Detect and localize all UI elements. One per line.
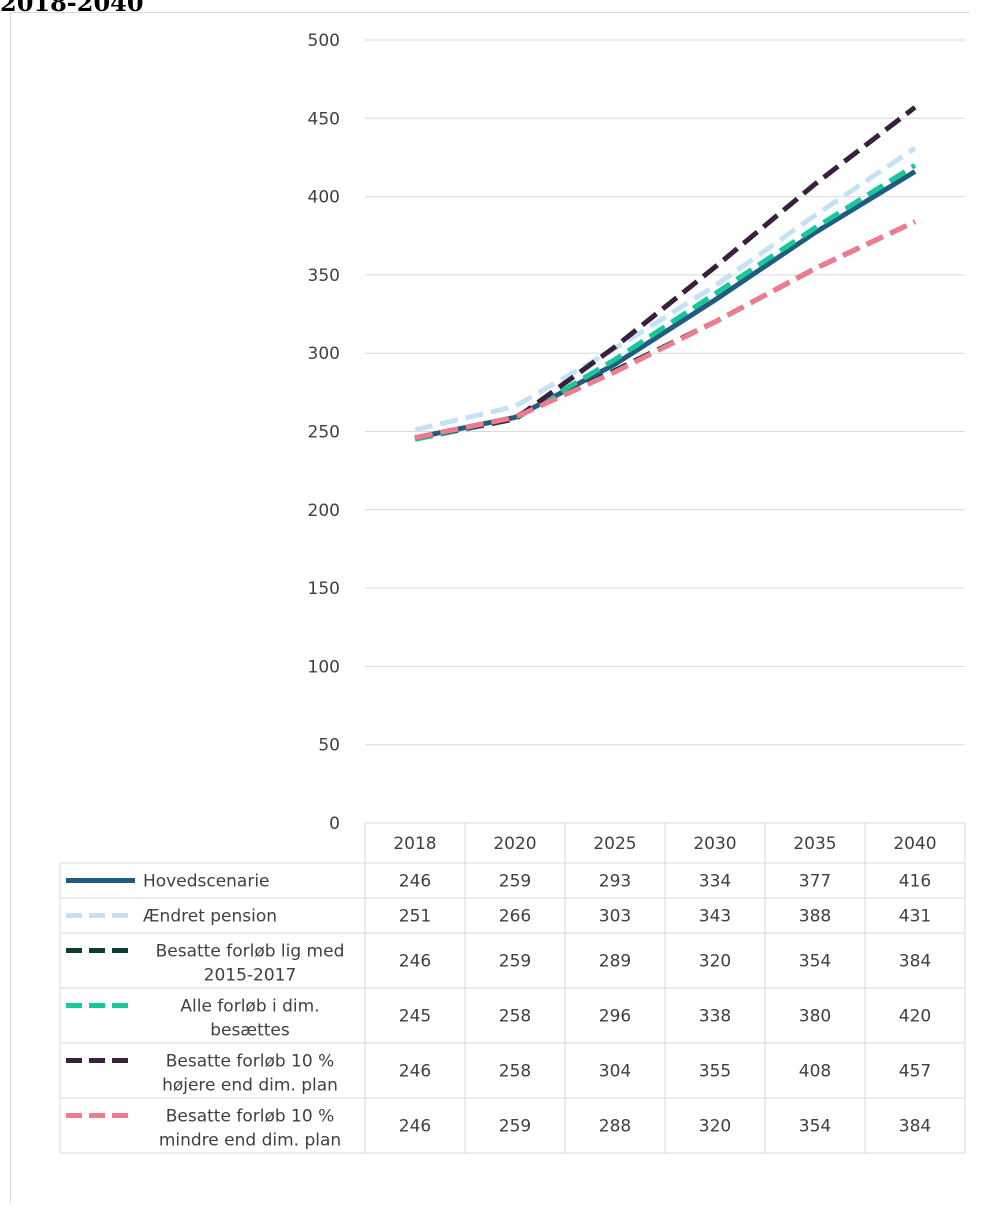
table-header-cell: 2035 bbox=[793, 834, 836, 854]
table-value-cell: 304 bbox=[599, 1062, 631, 1082]
y-tick-label: 350 bbox=[308, 266, 340, 286]
y-tick-label: 500 bbox=[308, 31, 340, 51]
table-value-cell: 384 bbox=[899, 952, 931, 972]
legend-label: højere end dim. plan bbox=[162, 1076, 338, 1096]
data-table: 2018 2020 2025 2030 2035 2040 Hovedscenarie 246… bbox=[59, 822, 966, 1154]
table-value-cell: 246 bbox=[399, 872, 431, 892]
chart-heading: 2018-2040 bbox=[0, 0, 144, 17]
table-value-cell: 288 bbox=[599, 1117, 631, 1137]
legend-label: Besatte forløb lig med bbox=[156, 942, 345, 962]
legend-label: Besatte forløb 10 % bbox=[166, 1052, 334, 1072]
table-value-cell: 384 bbox=[899, 1117, 931, 1137]
y-tick-label: 0 bbox=[329, 814, 340, 834]
table-header-cell: 2020 bbox=[493, 834, 536, 854]
y-tick-label: 400 bbox=[308, 188, 340, 208]
table-header-cell: 2025 bbox=[593, 834, 636, 854]
table-value-cell: 259 bbox=[499, 1117, 531, 1137]
legend-label: 2015-2017 bbox=[204, 966, 297, 986]
legend-label: Hovedscenarie bbox=[143, 872, 270, 892]
series-lines bbox=[414, 105, 917, 442]
table-value-cell: 259 bbox=[499, 872, 531, 892]
table-value-cell: 246 bbox=[399, 952, 431, 972]
gridlines bbox=[365, 39, 965, 746]
y-tick-label: 150 bbox=[308, 579, 340, 599]
table-value-cell: 388 bbox=[799, 907, 831, 927]
legend-label: Besatte forløb 10 % bbox=[166, 1107, 334, 1127]
table-value-cell: 266 bbox=[499, 907, 531, 927]
table-value-cell: 408 bbox=[799, 1062, 831, 1082]
legend-label: mindre end dim. plan bbox=[159, 1131, 341, 1151]
table-value-cell: 431 bbox=[899, 907, 931, 927]
table-value-cell: 303 bbox=[599, 907, 631, 927]
table-value-cell: 258 bbox=[499, 1062, 531, 1082]
legend-label: besættes bbox=[210, 1021, 290, 1041]
table-header-cell: 2040 bbox=[893, 834, 936, 854]
legend-label: Alle forløb i dim. bbox=[180, 997, 319, 1017]
table-value-cell: 320 bbox=[699, 952, 731, 972]
y-tick-label: 200 bbox=[308, 501, 340, 521]
table-value-cell: 380 bbox=[799, 1007, 831, 1027]
table-header-cell: 2030 bbox=[693, 834, 736, 854]
table-header-cell: 2018 bbox=[393, 834, 436, 854]
y-tick-label: 100 bbox=[308, 657, 340, 677]
table-value-cell: 354 bbox=[799, 952, 831, 972]
y-tick-label: 300 bbox=[308, 344, 340, 364]
table-value-cell: 293 bbox=[599, 872, 631, 892]
table-value-cell: 355 bbox=[699, 1062, 731, 1082]
table-value-cell: 343 bbox=[699, 907, 731, 927]
legend-label: Ændret pension bbox=[143, 907, 277, 927]
table-value-cell: 246 bbox=[399, 1062, 431, 1082]
table-value-cell: 416 bbox=[899, 872, 931, 892]
y-axis-ticks: 0 50 100 150 200 250 300 350 400 450 500 bbox=[308, 31, 340, 834]
y-tick-label: 450 bbox=[308, 109, 340, 129]
chart-frame bbox=[10, 12, 970, 1202]
table-value-cell: 296 bbox=[599, 1007, 631, 1027]
table-value-cell: 320 bbox=[699, 1117, 731, 1137]
series-line-2 bbox=[414, 146, 917, 433]
y-tick-label: 50 bbox=[318, 736, 340, 756]
table-value-cell: 420 bbox=[899, 1007, 931, 1027]
series-line-5 bbox=[414, 105, 917, 441]
series-line-6 bbox=[414, 219, 917, 441]
series-line-4 bbox=[414, 163, 917, 442]
table-value-cell: 258 bbox=[499, 1007, 531, 1027]
table-value-cell: 245 bbox=[399, 1007, 431, 1027]
table-value-cell: 251 bbox=[399, 907, 431, 927]
table-value-cell: 377 bbox=[799, 872, 831, 892]
table-value-cell: 354 bbox=[799, 1117, 831, 1137]
table-value-cell: 259 bbox=[499, 952, 531, 972]
table-value-cell: 289 bbox=[599, 952, 631, 972]
table-value-cell: 338 bbox=[699, 1007, 731, 1027]
table-value-cell: 457 bbox=[899, 1062, 931, 1082]
table-value-cell: 334 bbox=[699, 872, 731, 892]
table-value-cell: 246 bbox=[399, 1117, 431, 1137]
y-tick-label: 250 bbox=[308, 423, 340, 443]
